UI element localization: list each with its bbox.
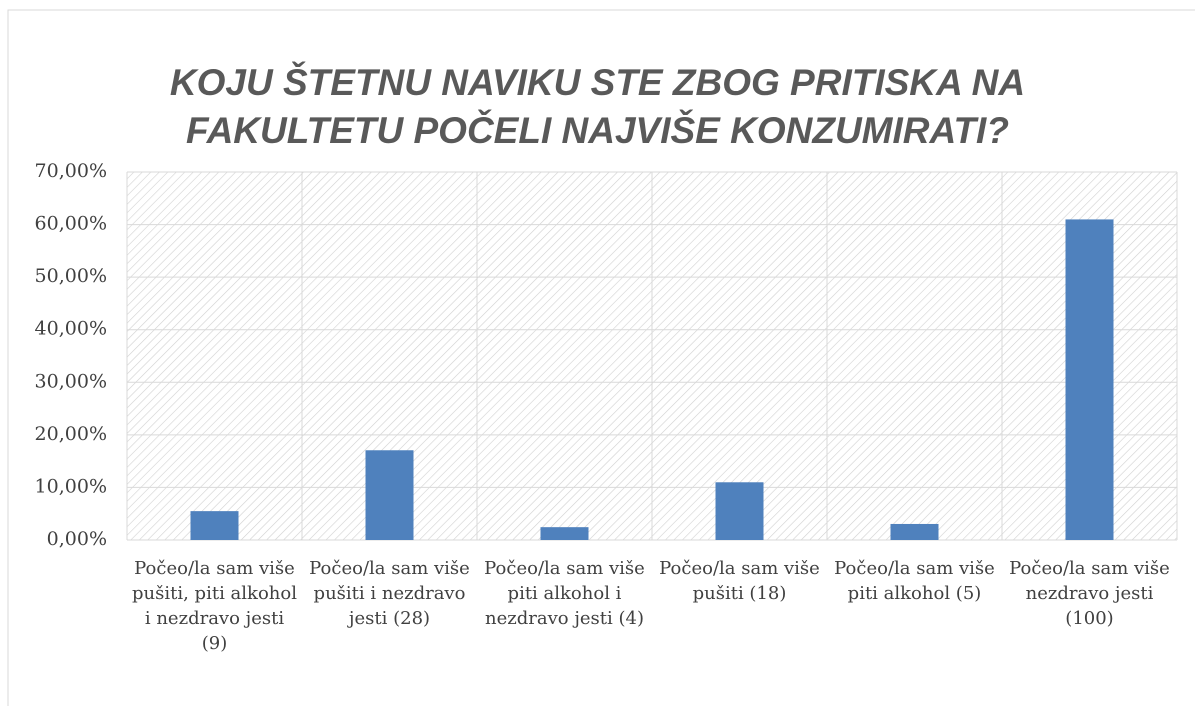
x-tick-label: Počeo/la sam više piti alkohol (5) (834, 558, 995, 604)
bar (1065, 219, 1114, 540)
y-tick-label: 70,00% (35, 160, 107, 182)
x-tick-label: Počeo/la sam više pušiti (18) (659, 558, 820, 604)
chart-border (7, 9, 1195, 706)
y-tick-label: 10,00% (35, 475, 107, 497)
x-tick-label: Počeo/la sam više nezdravo jesti (100) (1009, 558, 1170, 629)
x-tick-label: Počeo/la sam više piti alkohol i nezdrav… (484, 558, 645, 629)
chart-title: FAKULTETU POČELI NAJVIŠE KONZUMIRATI? (186, 110, 1009, 151)
y-tick-label: 60,00% (35, 213, 107, 235)
y-tick-label: 40,00% (35, 318, 107, 340)
bar (190, 511, 239, 540)
y-tick-label: 0,00% (47, 528, 107, 550)
y-tick-label: 50,00% (35, 265, 107, 287)
y-tick-label: 30,00% (35, 370, 107, 392)
x-tick-label: Počeo/la sam više pušiti i nezdravo jest… (309, 558, 470, 629)
y-tick-label: 20,00% (35, 423, 107, 445)
bar (715, 482, 764, 540)
chart-title: KOJU ŠTETNU NAVIKU STE ZBOG PRITISKA NA (169, 62, 1026, 103)
bar (365, 450, 414, 540)
bar (890, 523, 939, 540)
x-tick-label: Počeo/la sam više pušiti, piti alkohol i… (132, 558, 297, 654)
bar (540, 527, 589, 540)
